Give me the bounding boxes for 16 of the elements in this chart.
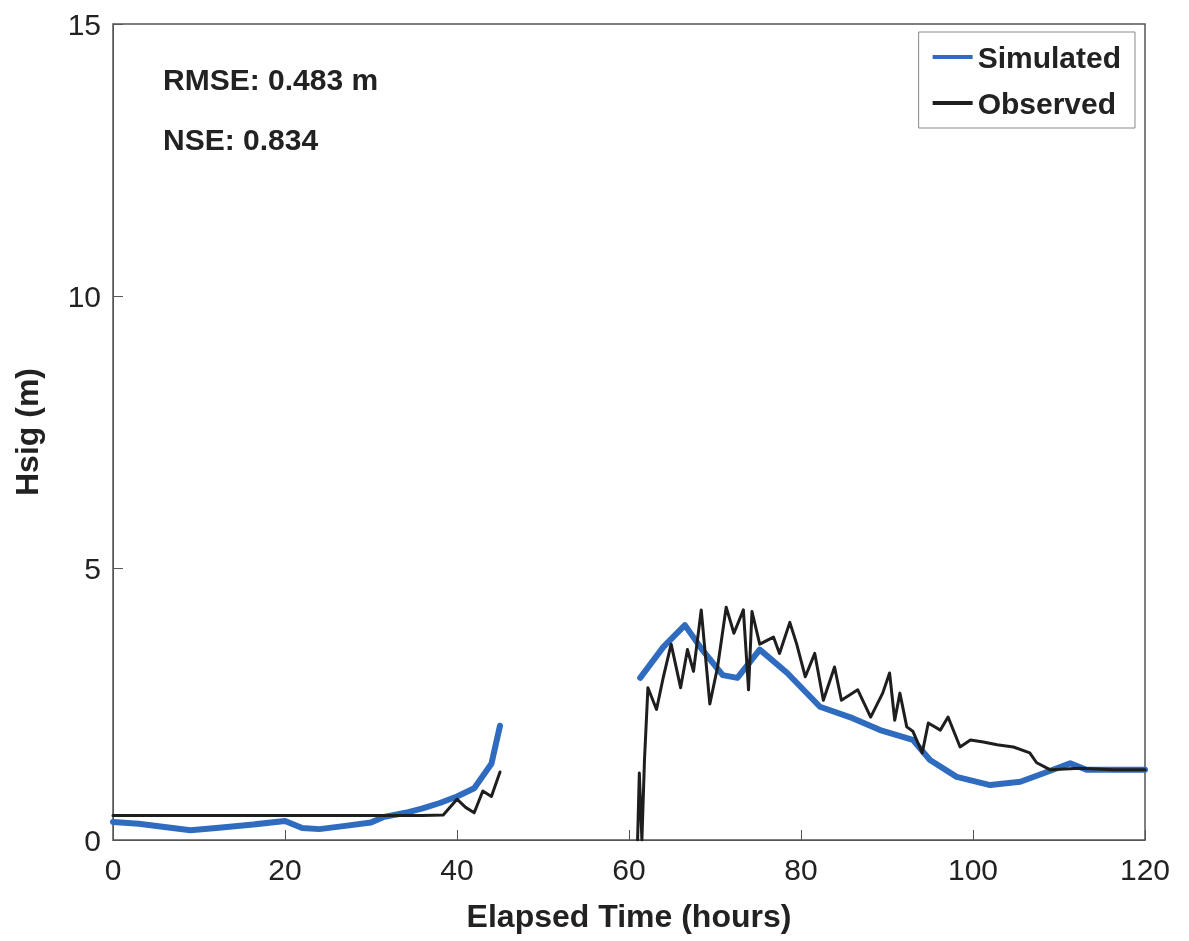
y-tick-label: 0 [84, 823, 101, 857]
x-tick-label: 80 [784, 852, 818, 886]
y-tick-label: 5 [84, 551, 101, 585]
x-tick-label: 40 [440, 852, 474, 886]
annotation: NSE: 0.834 [163, 122, 319, 156]
y-tick-label: 15 [67, 7, 101, 41]
x-tick-label: 120 [1119, 852, 1171, 886]
y-tick-label: 10 [67, 279, 101, 313]
legend-label: Observed [977, 86, 1117, 120]
y-axis-title: Hsig (m) [9, 368, 45, 496]
annotation: RMSE: 0.483 m [163, 62, 379, 96]
legend-label: Simulated [977, 40, 1122, 74]
x-tick-label: 20 [268, 852, 302, 886]
x-tick-label: 100 [947, 852, 999, 886]
x-axis-title: Elapsed Time (hours) [466, 898, 792, 934]
x-tick-label: 60 [612, 852, 646, 886]
